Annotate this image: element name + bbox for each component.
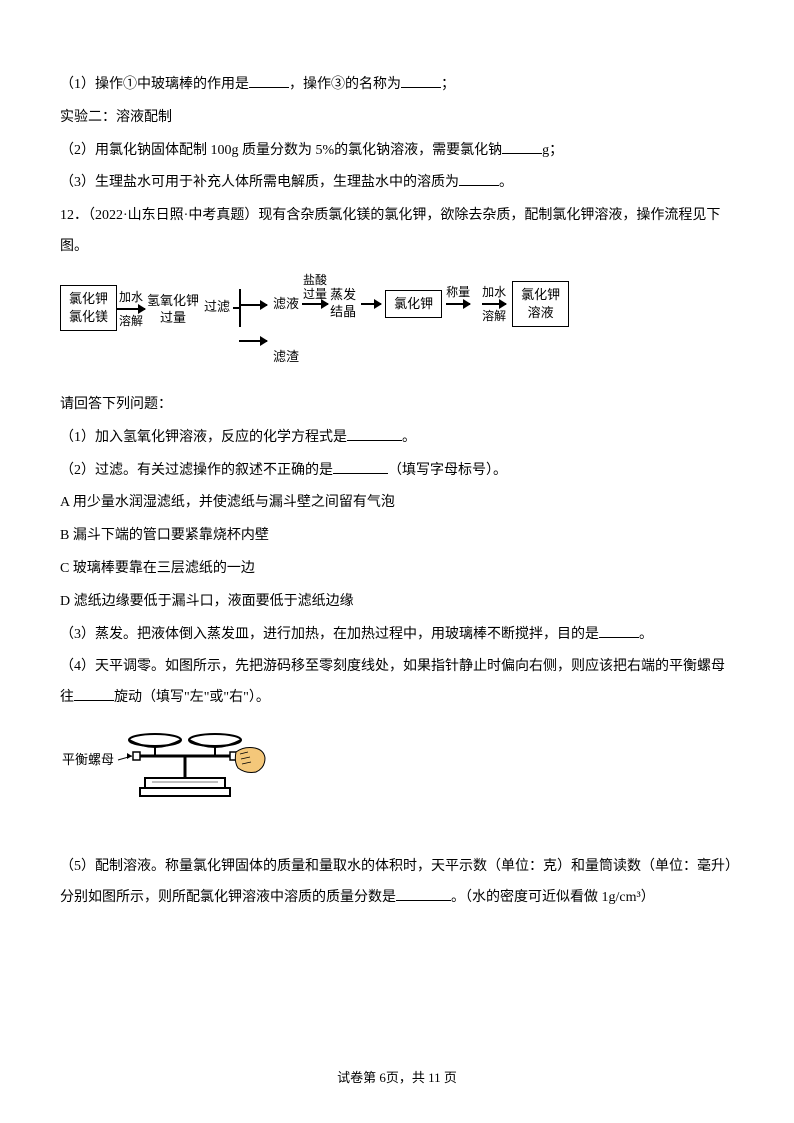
- text: （填写字母标号）。: [388, 463, 507, 478]
- blank[interactable]: [347, 423, 402, 441]
- text: 盐酸: [303, 273, 327, 287]
- text: 页，共: [386, 1070, 428, 1085]
- text: 溶液: [521, 304, 560, 322]
- blank[interactable]: [396, 883, 451, 901]
- text: （2）用氯化钠固体配制 100g 质量分数为 5%的氯化钠溶液，需要氯化钠: [60, 143, 502, 158]
- text: 页: [441, 1070, 457, 1085]
- text: （3）蒸发。把液体倒入蒸发皿，进行加热，在加热过程中，用玻璃棒不断搅拌，目的是: [60, 627, 599, 642]
- blank[interactable]: [249, 70, 289, 88]
- q11-part1: （1）操作①中玻璃棒的作用是 ，操作③的名称为 ；: [60, 70, 734, 101]
- hand-icon: [235, 748, 265, 773]
- label: 过滤: [201, 299, 233, 316]
- text: （3）生理盐水可用于补充人体所需电解质，生理盐水中的溶质为: [60, 175, 459, 190]
- arrow-icon: 盐酸 过量: [302, 303, 328, 305]
- blank[interactable]: [599, 620, 639, 638]
- line: [239, 289, 241, 327]
- q12-part4: （4）天平调零。如图所示，先把游码移至零刻度线处，如果指针静止时偏向右侧，则应该…: [60, 652, 734, 714]
- blank[interactable]: [459, 168, 499, 186]
- text: 氢氧化钾: [147, 293, 199, 310]
- exp2-title: 实验二：溶液配制: [60, 103, 734, 134]
- option-b: B 漏斗下端的管口要紧靠烧杯内壁: [60, 521, 734, 552]
- blank[interactable]: [333, 456, 388, 474]
- text: ，操作③的名称为: [289, 77, 401, 92]
- q11-part3: （3）生理盐水可用于补充人体所需电解质，生理盐水中的溶质为 。: [60, 168, 734, 199]
- text: 过量: [147, 310, 199, 327]
- blank[interactable]: [502, 136, 542, 154]
- label: 氢氧化钾 过量: [145, 293, 201, 327]
- total-pages: 11: [428, 1070, 441, 1085]
- label: 溶解: [482, 309, 506, 323]
- arrow-icon: 加水 溶解: [117, 308, 145, 310]
- text: g；: [542, 143, 563, 158]
- q11-part2: （2）用氯化钠固体配制 100g 质量分数为 5%的氯化钠溶液，需要氯化钠 g；: [60, 136, 734, 167]
- text: 旋动（填写"左"或"右"）。: [114, 690, 270, 705]
- arrow-icon: [239, 304, 267, 306]
- text: ；: [441, 77, 455, 92]
- label: 滤液: [273, 296, 299, 313]
- label: 称量: [446, 285, 470, 299]
- label: 滤渣: [273, 349, 569, 366]
- flow-box-end: 氯化钾 溶液: [512, 281, 569, 327]
- text: （1）操作①中玻璃棒的作用是: [60, 77, 249, 92]
- arrow-icon: [361, 303, 381, 305]
- q12-part5: （5）配制溶液。称量氯化钾固体的质量和量取水的体积时，天平示数（单位：克）和量筒…: [60, 852, 734, 914]
- flow-box-kcl: 氯化钾: [385, 290, 442, 318]
- label: 加水: [482, 285, 506, 299]
- arrow-icon: [127, 753, 132, 759]
- text: 氯化钾: [521, 286, 560, 304]
- flow-box-start: 氯化钾 氯化镁: [60, 285, 117, 331]
- base: [140, 788, 230, 796]
- label: 溶解: [119, 314, 143, 328]
- text: （2）过滤。有关过滤操作的叙述不正确的是: [60, 463, 333, 478]
- text: 蒸发: [330, 287, 356, 304]
- flow-diagram: 氯化钾 氯化镁 加水 溶解 氢氧化钾 过量 过滤 滤液 盐酸: [60, 281, 734, 366]
- text: 。（水的密度可近似看做 1g/cm³）: [451, 890, 655, 905]
- blank[interactable]: [74, 683, 114, 701]
- text: 氯化镁: [69, 308, 108, 326]
- arrow-icon: 称量: [446, 303, 470, 305]
- q12-intro: 12．（2022·山东日照·中考真题）现有含杂质氯化镁的氯化钾，欲除去杂质，配制…: [60, 201, 734, 263]
- text: 。: [402, 430, 416, 445]
- label: 加水: [119, 290, 143, 304]
- text: 结晶: [330, 304, 356, 321]
- option-d: D 滤纸边缘要低于漏斗口，液面要低于滤纸边缘: [60, 587, 734, 618]
- scale-base: [145, 778, 225, 788]
- text: 过量: [303, 287, 327, 301]
- text: 。: [639, 627, 653, 642]
- text: 。: [499, 175, 513, 190]
- option-c: C 玻璃棒要靠在三层滤纸的一边: [60, 554, 734, 585]
- nut-left: [133, 752, 140, 760]
- arrow-icon: 加水 溶解: [482, 303, 506, 305]
- balance-label-text: 平衡螺母: [62, 752, 114, 767]
- answer-intro: 请回答下列问题：: [60, 390, 734, 421]
- text: （1）加入氢氧化钾溶液，反应的化学方程式是: [60, 430, 347, 445]
- text: 氯化钾: [69, 290, 108, 308]
- page-footer: 试卷第 6页，共 11 页: [0, 1064, 794, 1093]
- arrow-icon: [239, 340, 267, 342]
- q12-part3: （3）蒸发。把液体倒入蒸发皿，进行加热，在加热过程中，用玻璃棒不断搅拌，目的是 。: [60, 620, 734, 651]
- option-a: A 用少量水润湿滤纸，并使滤纸与漏斗壁之间留有气泡: [60, 488, 734, 519]
- label: 蒸发 结晶: [328, 287, 358, 321]
- blank[interactable]: [401, 70, 441, 88]
- balance-diagram: 平衡螺母: [60, 724, 734, 822]
- text: 试卷第: [337, 1070, 379, 1085]
- q12-part2: （2）过滤。有关过滤操作的叙述不正确的是 （填写字母标号）。: [60, 456, 734, 487]
- q12-part1: （1）加入氢氧化钾溶液，反应的化学方程式是 。: [60, 423, 734, 454]
